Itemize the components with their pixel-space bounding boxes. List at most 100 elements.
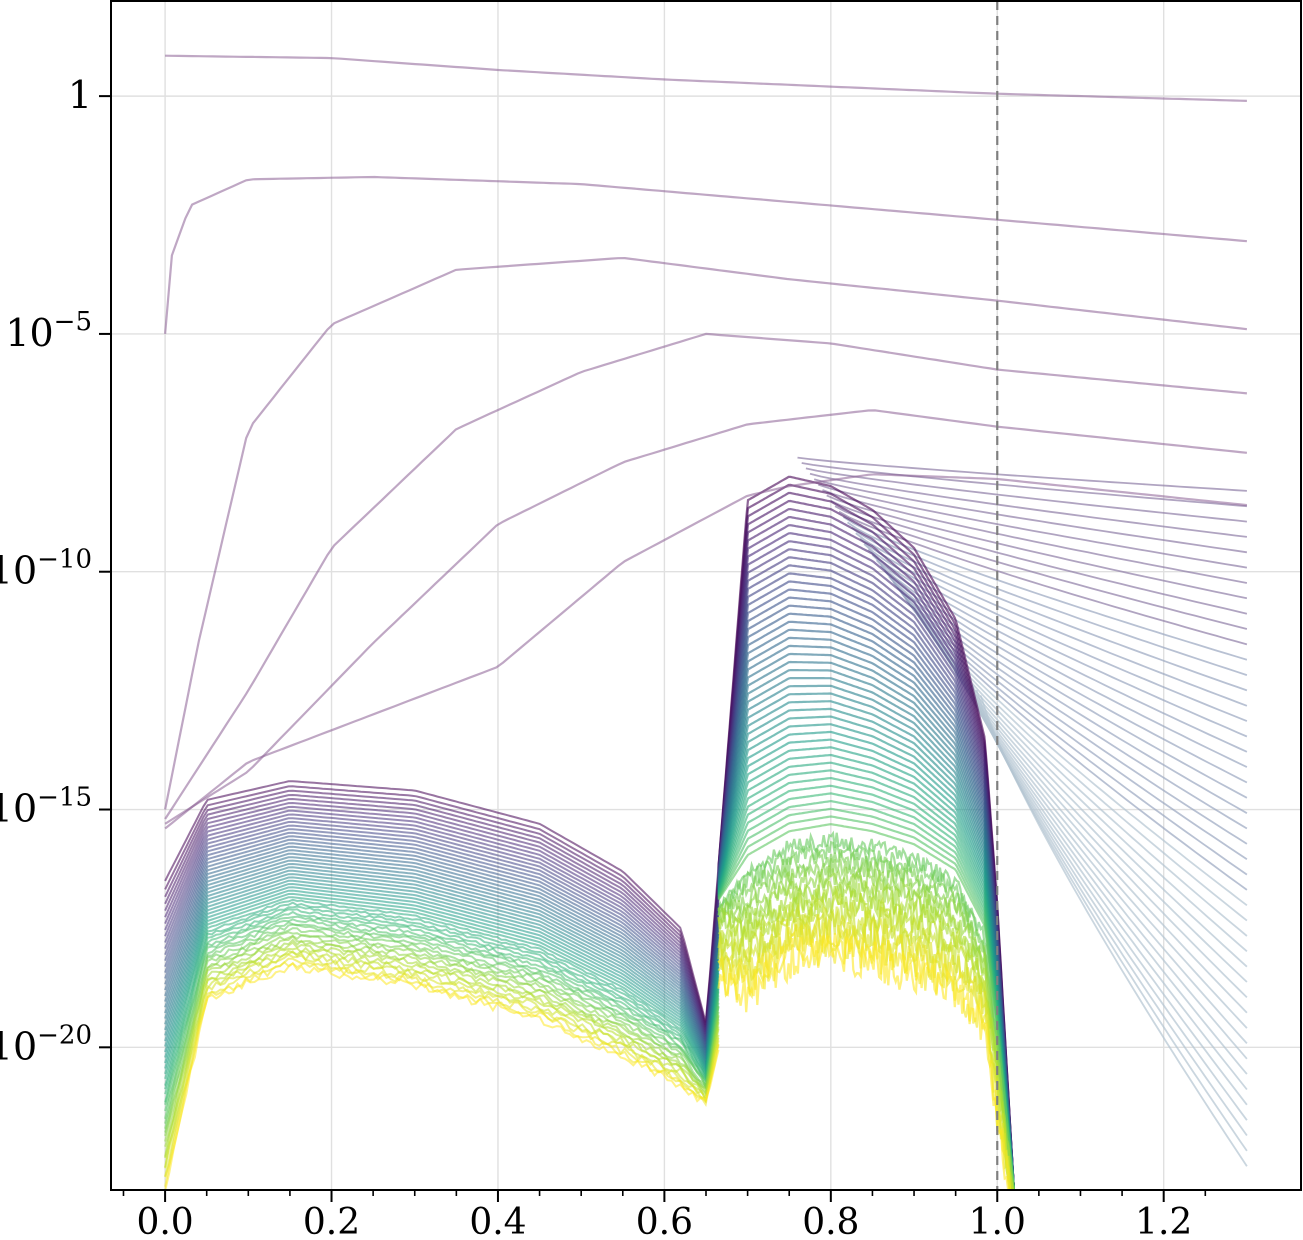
lower-band-curve-25 xyxy=(164,873,720,1068)
hump-curve-41 xyxy=(717,799,1015,1190)
lower-band-curve-2 xyxy=(164,789,720,1027)
x-tick-label-1: 0.2 xyxy=(303,1202,360,1240)
lower-band-curve-34 xyxy=(164,901,720,1086)
hump-curve-34 xyxy=(717,746,1015,1190)
grid-lines xyxy=(111,1,1301,1190)
hump-curve-5 xyxy=(717,515,1015,1190)
y-tick-label-base: 10 xyxy=(0,1024,37,1068)
lower-band-curve-16 xyxy=(164,842,720,1051)
lower-band-curve-7 xyxy=(164,809,720,1036)
lower-band-curve-15 xyxy=(164,838,720,1049)
hump-curve-45 xyxy=(717,830,1015,1190)
fan-line-4 xyxy=(813,478,1248,554)
lower-band-curve-6 xyxy=(164,805,720,1035)
hump-curve-8 xyxy=(717,540,1015,1190)
lower-band-curve-29 xyxy=(164,886,720,1073)
hump-curve-35 xyxy=(717,753,1015,1190)
hump-curve-11 xyxy=(717,564,1015,1190)
lower-band-curve-36 xyxy=(164,908,720,1095)
upper-curve-3 xyxy=(164,332,1248,820)
hump-curve-4 xyxy=(717,507,1015,1190)
fan-line-38 xyxy=(954,662,1248,1075)
axis-ticks xyxy=(99,95,1207,1202)
lower-band-curve-53 xyxy=(164,960,720,1187)
lower-band-curve-21 xyxy=(164,859,720,1058)
hump-curve-37 xyxy=(717,769,1015,1190)
hump-curve-18 xyxy=(717,620,1015,1190)
hump-curve-38 xyxy=(717,776,1015,1190)
y-tick-label-base: 10 xyxy=(0,787,37,831)
lower-band-curve-30 xyxy=(164,889,720,1074)
hump-curve-36 xyxy=(717,761,1015,1190)
fan-line-8 xyxy=(830,499,1248,615)
hump-curve-6 xyxy=(717,524,1015,1190)
lower-band-curve-33 xyxy=(164,898,720,1080)
lower-band-curve-13 xyxy=(164,831,720,1046)
hump-curve-32 xyxy=(717,730,1015,1190)
hump-curve-10 xyxy=(717,556,1015,1190)
x-tick-label-5: 1.0 xyxy=(969,1202,1026,1240)
hump-curve-27 xyxy=(717,692,1015,1190)
fan-line-6 xyxy=(822,489,1248,584)
y-tick-label-base: 1 xyxy=(68,73,92,117)
x-tick-label-2: 0.4 xyxy=(469,1202,526,1240)
hump-curve-9 xyxy=(717,548,1015,1190)
lower-band-curve-18 xyxy=(164,849,720,1054)
fan-line-9 xyxy=(834,505,1248,630)
x-tick-label-0: 0.0 xyxy=(136,1202,193,1240)
lower-band-curve-39 xyxy=(164,918,720,1112)
lower-band-curve-22 xyxy=(164,862,720,1060)
fan-line-23 xyxy=(892,581,1248,845)
fan-line-3 xyxy=(809,472,1248,538)
hump-curve-31 xyxy=(717,723,1015,1190)
hump-curve-47 xyxy=(717,848,1014,1190)
lower-band-curve-3 xyxy=(164,793,720,1029)
hump-curve-59 xyxy=(717,933,1010,1190)
upper-curve-0 xyxy=(165,54,1247,102)
x-tick-label-3: 0.6 xyxy=(636,1202,693,1240)
fan-line-1 xyxy=(801,462,1247,508)
fan-line-17 xyxy=(867,548,1248,753)
lower-band-curve-17 xyxy=(164,845,720,1052)
hump-curve-20 xyxy=(717,636,1015,1190)
lower-band-curve-24 xyxy=(164,869,720,1066)
lower-band-curve-42 xyxy=(164,927,720,1129)
y-tick-label-exponent: −15 xyxy=(37,783,92,813)
hump-curve-44 xyxy=(717,823,1015,1190)
hump-curve-3 xyxy=(717,499,1015,1190)
lower-band-curve-40 xyxy=(164,921,720,1120)
fan-line-13 xyxy=(851,527,1248,692)
data-curves xyxy=(164,54,1248,1190)
y-tick-label-exponent: −5 xyxy=(54,307,92,337)
hump-curve-2 xyxy=(717,491,1015,1190)
x-tick-label-4: 0.8 xyxy=(802,1202,859,1240)
hump-curve-33 xyxy=(717,738,1015,1190)
lower-band-curve-35 xyxy=(164,905,720,1090)
hump-curve-39 xyxy=(717,784,1015,1190)
fan-line-32 xyxy=(929,630,1248,983)
hump-curve-16 xyxy=(717,604,1015,1190)
lower-band-curve-20 xyxy=(164,856,720,1057)
hump-curve-29 xyxy=(717,707,1015,1190)
lower-band-curve-0 xyxy=(164,780,720,1023)
y-tick-label-0: 1 xyxy=(68,73,92,117)
fan-line-37 xyxy=(950,657,1248,1060)
lower-band-curve-10 xyxy=(164,820,720,1041)
x-tick-label-6: 1.2 xyxy=(1135,1202,1192,1240)
x-axis-tick-labels: 0.0 0.2 0.4 0.6 0.8 1.0 1.2 xyxy=(136,1202,1192,1240)
hump-curve-42 xyxy=(717,807,1015,1190)
hump-curve-12 xyxy=(717,572,1015,1190)
lower-band-curve-26 xyxy=(164,876,720,1069)
hump-curve-24 xyxy=(717,669,1015,1190)
fan-line-20 xyxy=(880,565,1248,799)
hump-curve-40 xyxy=(717,792,1015,1190)
lower-band-curve-11 xyxy=(164,824,720,1043)
lower-band-curve-14 xyxy=(164,835,720,1048)
lower-band-curve-9 xyxy=(164,817,720,1039)
hump-curve-15 xyxy=(717,596,1015,1190)
fan-line-11 xyxy=(842,516,1248,661)
y-tick-label-3: 10−15 xyxy=(0,783,92,831)
lower-band-curve-52 xyxy=(164,957,720,1178)
hump-curve-7 xyxy=(717,532,1015,1190)
lower-band-curve-31 xyxy=(164,892,720,1076)
